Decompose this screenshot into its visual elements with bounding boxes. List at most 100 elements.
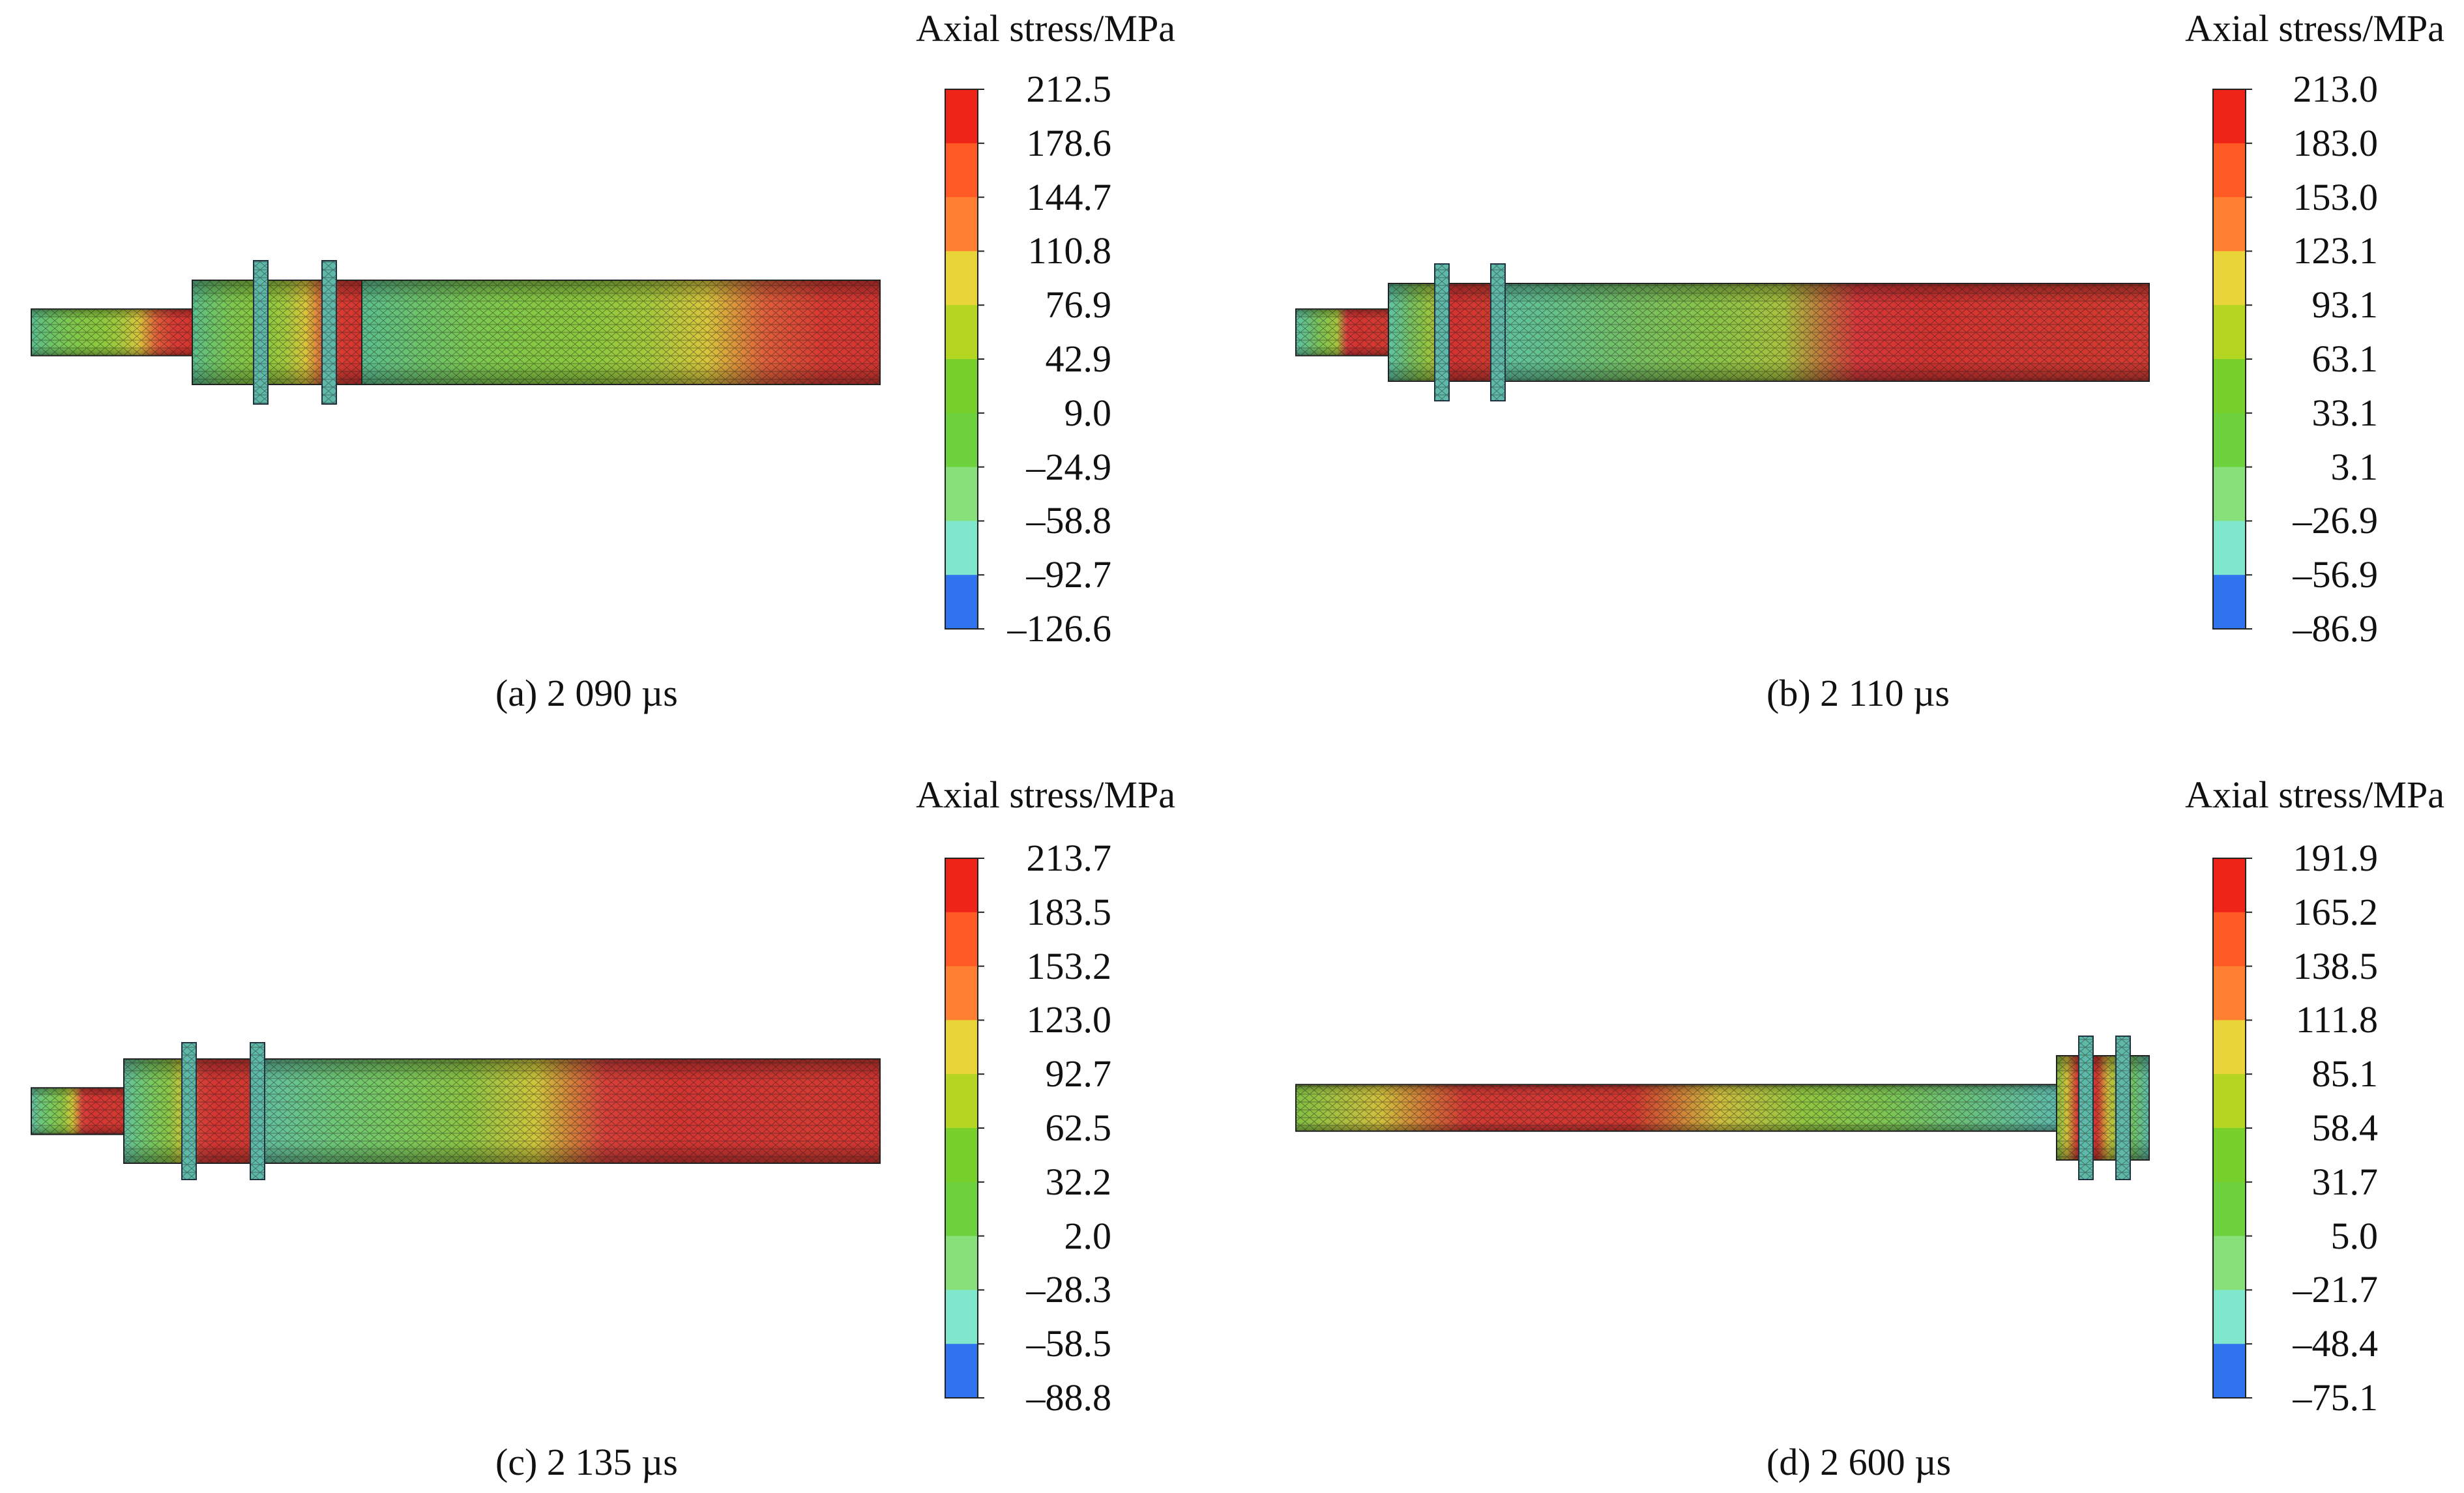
colorbar-tick-label: 92.7	[1045, 1052, 1112, 1095]
colorbar-tick-label: 111.8	[2295, 998, 2378, 1041]
colorbar-tick-label: 31.7	[2311, 1160, 2379, 1203]
colorbar-segment	[2213, 966, 2246, 1021]
colorbar-tick-label: 9.0	[1064, 391, 1112, 434]
colorbar-segment	[945, 858, 978, 913]
panel-caption: (b) 2 110 µs	[1767, 672, 1950, 714]
colorbar-segment	[945, 1290, 978, 1344]
colorbar-segment	[2213, 1074, 2246, 1129]
colorbar-segment	[945, 143, 978, 198]
colorbar-tick-label: 153.0	[2293, 175, 2379, 218]
colorbar-segment	[2213, 89, 2246, 144]
colorbar-tick-label: 62.5	[1045, 1107, 1112, 1149]
colorbar-tick-label: 213.7	[1026, 837, 1112, 879]
colorbar-tick-label: 183.0	[2293, 121, 2379, 164]
colorbar-tick-label: 213.0	[2293, 68, 2379, 110]
panel-d: Axial stress/MPa 191.9 165.2 138.5 111.8 85.…	[1232, 746, 2464, 1492]
colorbar-tick-label: 93.1	[2311, 283, 2379, 326]
colorbar-tick-label: 165.2	[2293, 890, 2379, 933]
colorbar-segment	[945, 1236, 978, 1290]
colorbar-segment	[2213, 359, 2246, 414]
colorbar-segment	[945, 1181, 978, 1237]
colorbar	[2212, 858, 2252, 1399]
rod-model	[1295, 1036, 2150, 1180]
colorbar-segment	[945, 1020, 978, 1075]
colorbar-segment	[945, 305, 978, 360]
panel-a-model-svg	[31, 89, 984, 630]
colorbar-tick-label: 58.4	[2311, 1107, 2379, 1149]
rod-model	[31, 260, 881, 405]
colorbar-title: Axial stress/MPa	[2185, 774, 2444, 816]
colorbar-segment	[2213, 1344, 2246, 1399]
colorbar-tick-label: 76.9	[1045, 283, 1112, 326]
colorbar-segment	[945, 197, 978, 252]
panel-c-model-svg	[31, 858, 984, 1399]
colorbar-segment	[945, 1344, 978, 1399]
colorbar-tick-label: –86.9	[2293, 607, 2379, 650]
colorbar-segment	[2213, 413, 2246, 468]
colorbar-tick-label: –56.9	[2293, 553, 2379, 596]
panel-a: Axial stress/MPa 212.5 178.6 144.7 110.8 76.…	[0, 0, 1232, 746]
colorbar-segment	[2213, 858, 2246, 913]
colorbar-tick-label: –88.8	[1026, 1376, 1112, 1419]
colorbar-segment	[2213, 1290, 2246, 1344]
panel-caption: (c) 2 135 µs	[495, 1441, 678, 1483]
colorbar	[945, 858, 984, 1399]
panel-caption: (d) 2 600 µs	[1767, 1441, 1952, 1483]
colorbar-segment	[2213, 1181, 2246, 1237]
panel-caption: (a) 2 090 µs	[495, 672, 678, 714]
colorbar-segment	[2213, 467, 2246, 521]
rod-model	[1295, 263, 2150, 401]
colorbar-segment	[2213, 305, 2246, 360]
colorbar-title: Axial stress/MPa	[916, 774, 1175, 816]
colorbar-tick-label: –75.1	[2293, 1376, 2379, 1419]
colorbar-segment	[2213, 251, 2246, 306]
colorbar-segment	[2213, 1020, 2246, 1075]
colorbar-tick-label: 123.0	[1026, 998, 1112, 1041]
colorbar-segment	[945, 89, 978, 144]
colorbar-tick-label: 183.5	[1026, 890, 1112, 933]
colorbar-tick-label: 110.8	[1027, 229, 1111, 272]
colorbar-segment	[945, 359, 978, 414]
panel-c: Axial stress/MPa 213.7 183.5 153.2 123.0 92.…	[0, 746, 1232, 1492]
colorbar-tick-label: 33.1	[2311, 391, 2379, 434]
colorbar-tick-label: –58.5	[1026, 1322, 1112, 1365]
colorbar-tick-label: –28.3	[1026, 1268, 1112, 1311]
colorbar-segment	[2213, 575, 2246, 630]
colorbar-tick-label: 178.6	[1026, 121, 1112, 164]
colorbar-segment	[2213, 912, 2246, 967]
colorbar-segment	[945, 1128, 978, 1183]
panel-b-model-svg	[1295, 89, 2252, 630]
colorbar-segment	[945, 912, 978, 967]
colorbar-tick-label: –48.4	[2293, 1322, 2379, 1365]
panel-d-model-svg	[1295, 858, 2252, 1399]
colorbar-tick-label: 2.0	[1064, 1214, 1112, 1257]
colorbar-tick-label: –26.9	[2293, 499, 2379, 542]
colorbar-segment	[2213, 1236, 2246, 1290]
colorbar	[945, 89, 984, 630]
colorbar-segment	[945, 467, 978, 521]
colorbar-tick-label: 3.1	[2330, 445, 2379, 488]
colorbar-segment	[945, 966, 978, 1021]
colorbar-tick-label: 63.1	[2311, 338, 2379, 380]
panel-b: Axial stress/MPa 213.0 183.0 153.0 123.1 93.…	[1232, 0, 2464, 746]
colorbar-segment	[945, 251, 978, 306]
colorbar-tick-label: 5.0	[2330, 1214, 2379, 1257]
colorbar-segment	[945, 521, 978, 575]
colorbar-tick-label: –92.7	[1026, 553, 1112, 596]
colorbar-tick-label: 123.1	[2293, 229, 2379, 272]
colorbar-tick-label: 191.9	[2293, 837, 2379, 879]
colorbar-tick-label: 212.5	[1026, 68, 1112, 110]
colorbar-tick-label: 85.1	[2311, 1052, 2379, 1095]
colorbar-segment	[2213, 197, 2246, 252]
colorbar-segment	[2213, 1128, 2246, 1183]
colorbar-tick-label: 42.9	[1045, 338, 1112, 380]
colorbar-tick-label: –24.9	[1026, 445, 1112, 488]
colorbar-tick-label: –126.6	[1007, 607, 1112, 650]
colorbar-segment	[945, 1074, 978, 1129]
colorbar-segment	[2213, 521, 2246, 575]
colorbar	[2212, 89, 2252, 630]
colorbar-title: Axial stress/MPa	[2185, 7, 2444, 50]
colorbar-title: Axial stress/MPa	[916, 7, 1175, 50]
colorbar-tick-label: 138.5	[2293, 944, 2379, 987]
colorbar-segment	[2213, 143, 2246, 198]
